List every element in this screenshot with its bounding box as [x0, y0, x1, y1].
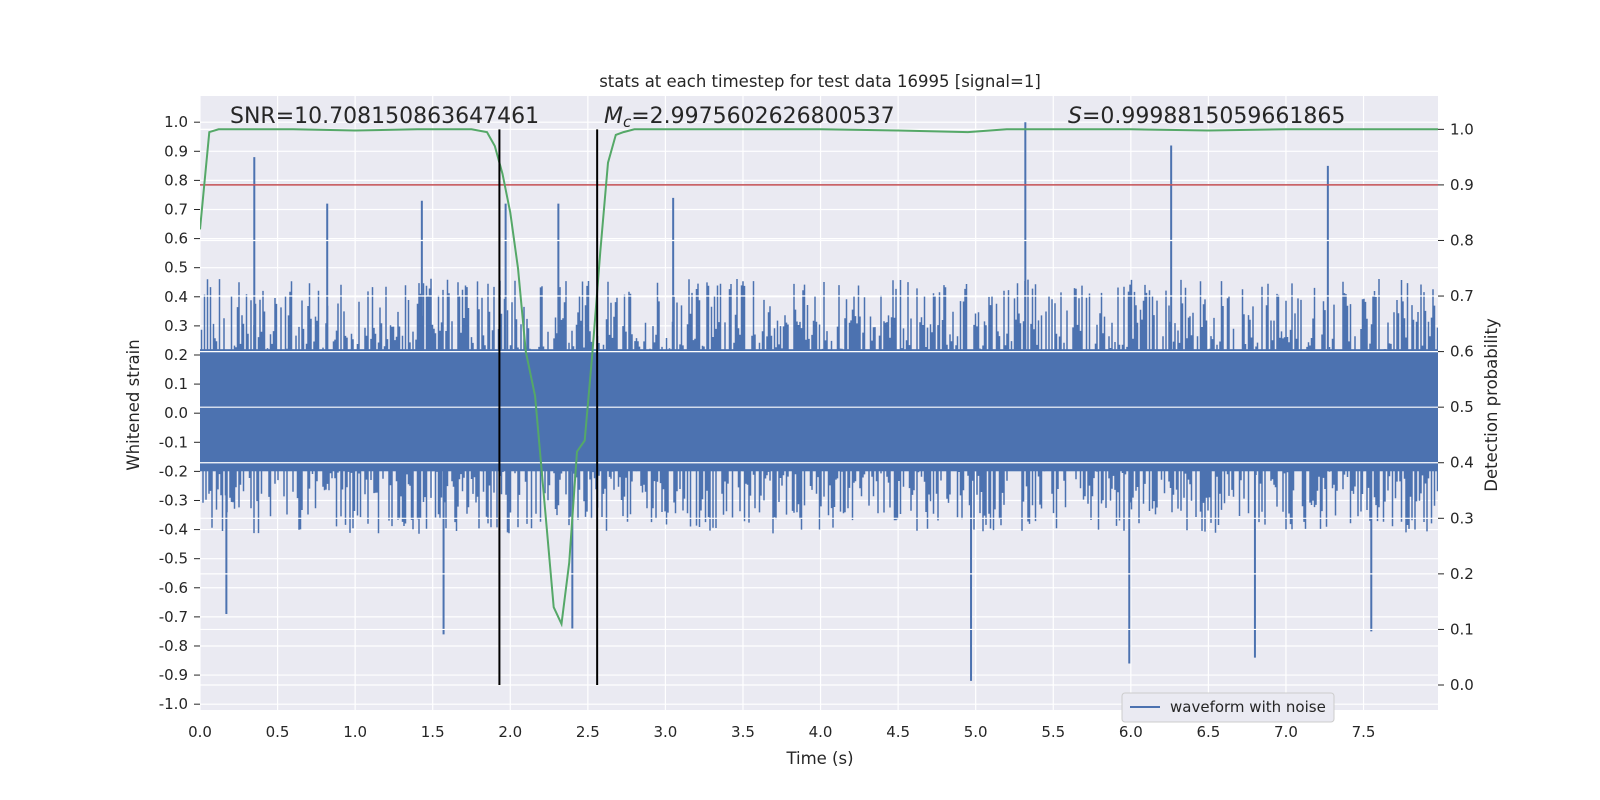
x-axis-ticks: 0.0 0.5 1.0 1.5 2.0 2.5 3.0 3.5 4.0 4.5 5.0 5.5 6.0 6… — [188, 723, 1375, 741]
y-axis-ticks: 1.0 0.9 0.8 0.7 0.6 0.5 0.4 0.3 0.2 0.1 0.0 -0.1 -0.… — [159, 113, 200, 713]
y-tick-label: 0.2 — [164, 346, 188, 364]
y-tick-label: 0.4 — [164, 288, 188, 306]
score-annotation: S=0.9998815059661865 — [1068, 104, 1345, 129]
x-tick-label: 2.5 — [576, 723, 600, 741]
y-tick-label: -0.5 — [159, 550, 188, 568]
x-tick-label: 1.5 — [421, 723, 445, 741]
x-tick-label: 5.5 — [1041, 723, 1065, 741]
x-tick-label: 0.0 — [188, 723, 212, 741]
y-tick-label: -0.3 — [159, 491, 188, 509]
waveform-with-noise-series — [200, 122, 1438, 681]
snr-annotation: SNR=10.708150863647461 — [230, 104, 539, 129]
y-tick-label: 0.0 — [164, 404, 188, 422]
x-tick-label: 1.0 — [343, 723, 367, 741]
x-tick-label: 7.5 — [1352, 723, 1376, 741]
y-axis-label: Whitened strain — [124, 339, 143, 470]
detection-probability-line — [200, 128, 1438, 628]
right-y-tick-label: 0.2 — [1450, 565, 1474, 583]
y-tick-label: -0.8 — [159, 637, 188, 655]
y-tick-label: -0.2 — [159, 462, 188, 480]
right-y-tick-label: 0.1 — [1450, 620, 1474, 638]
y-tick-label: -1.0 — [159, 695, 188, 713]
y-tick-label: -0.7 — [159, 608, 188, 626]
right-y-axis-label: Detection probability — [1482, 318, 1501, 492]
chirp-mass-value: =2.9975602626800537 — [631, 104, 894, 129]
x-tick-label: 2.0 — [498, 723, 522, 741]
x-tick-label: 3.5 — [731, 723, 755, 741]
x-tick-label: 3.0 — [653, 723, 677, 741]
x-axis-label: Time (s) — [785, 749, 853, 768]
y-tick-label: 0.9 — [164, 142, 188, 160]
marker-lines — [498, 129, 599, 685]
right-y-tick-label: 0.5 — [1450, 398, 1474, 416]
y-tick-label: 0.6 — [164, 230, 188, 248]
right-y-tick-label: 0.7 — [1450, 287, 1474, 305]
right-y-tick-label: 1.0 — [1450, 120, 1474, 138]
legend-label: waveform with noise — [1170, 698, 1326, 716]
y-tick-label: -0.9 — [159, 666, 188, 684]
legend-box — [1121, 692, 1335, 723]
y-tick-label: 0.3 — [164, 317, 188, 335]
score-value: =0.9998815059661865 — [1082, 104, 1345, 129]
chirp-mass-subscript: c — [623, 113, 632, 131]
right-y-tick-label: 0.0 — [1450, 676, 1474, 694]
chirp-mass-annotation: Mc=2.9975602626800537 — [604, 104, 895, 131]
noise-core — [200, 349, 1438, 472]
y-tick-label: -0.6 — [159, 579, 188, 597]
y-tick-label: 0.7 — [164, 200, 188, 218]
y-tick-label: 1.0 — [164, 113, 188, 131]
right-y-axis-ticks: 1.0 0.9 0.8 0.7 0.6 0.5 0.4 0.3 0.2 0.1 0.0 — [1438, 120, 1474, 694]
y-tick-label: -0.4 — [159, 521, 188, 539]
x-tick-label: 4.0 — [809, 723, 833, 741]
chart-title: stats at each timestep for test data 169… — [599, 72, 1041, 91]
right-y-tick-label: 0.4 — [1450, 454, 1474, 472]
chirp-mass-symbol: M — [604, 104, 623, 129]
y-tick-label: -0.1 — [159, 433, 188, 451]
right-y-tick-label: 0.6 — [1450, 343, 1474, 361]
x-tick-label: 7.0 — [1274, 723, 1298, 741]
y-tick-label: 0.5 — [164, 259, 188, 277]
x-tick-label: 5.0 — [964, 723, 988, 741]
x-tick-label: 0.5 — [266, 723, 290, 741]
right-y-tick-label: 0.3 — [1450, 509, 1474, 527]
y-tick-label: 0.8 — [164, 171, 188, 189]
score-symbol: S — [1068, 104, 1082, 129]
legend: waveform with noise — [1121, 692, 1335, 723]
y-tick-label: 0.1 — [164, 375, 188, 393]
x-tick-label: 6.5 — [1196, 723, 1220, 741]
x-tick-label: 6.0 — [1119, 723, 1143, 741]
x-tick-label: 4.5 — [886, 723, 910, 741]
right-y-tick-label: 0.9 — [1450, 176, 1474, 194]
right-y-tick-label: 0.8 — [1450, 231, 1474, 249]
